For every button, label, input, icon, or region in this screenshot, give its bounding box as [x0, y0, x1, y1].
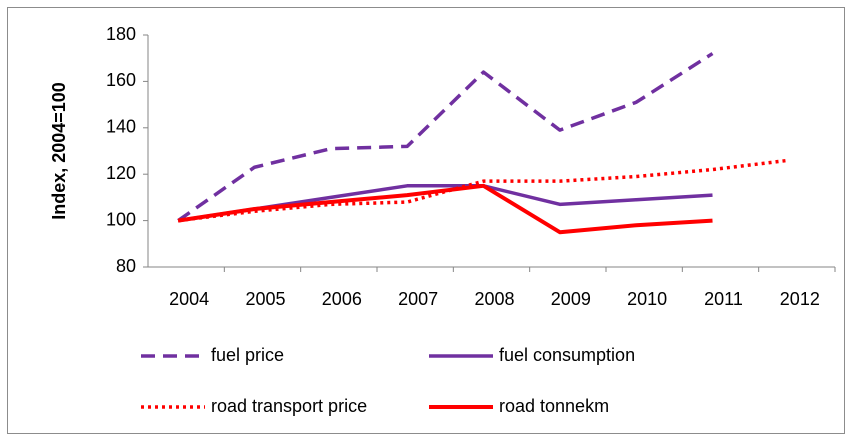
- x-tick-label: 2008: [474, 289, 514, 309]
- y-tick-label: 80: [116, 256, 136, 276]
- y-axis-label: Index, 2004=100: [49, 82, 69, 220]
- x-tick-label: 2007: [398, 289, 438, 309]
- series-line: [177, 52, 714, 223]
- y-tick-label: 120: [106, 163, 136, 183]
- x-tick-label: 2004: [169, 289, 209, 309]
- legend-label: fuel price: [211, 345, 284, 365]
- legend-label: road transport price: [211, 396, 367, 416]
- x-tick-label: 2006: [322, 289, 362, 309]
- legend-label: fuel consumption: [499, 345, 635, 365]
- x-tick-label: 2005: [245, 289, 285, 309]
- y-tick-label: 100: [106, 209, 136, 229]
- y-tick-label: 140: [106, 117, 136, 137]
- legend-label: road tonnekm: [499, 396, 609, 416]
- x-tick-label: 2011: [704, 289, 743, 309]
- series-line: [177, 158, 790, 223]
- x-tick-label: 2010: [627, 289, 667, 309]
- y-tick-label: 160: [106, 70, 136, 90]
- x-tick-label: 2012: [780, 289, 820, 309]
- y-tick-label: 180: [106, 24, 136, 44]
- series-line: [177, 183, 713, 235]
- x-tick-label: 2009: [551, 289, 591, 309]
